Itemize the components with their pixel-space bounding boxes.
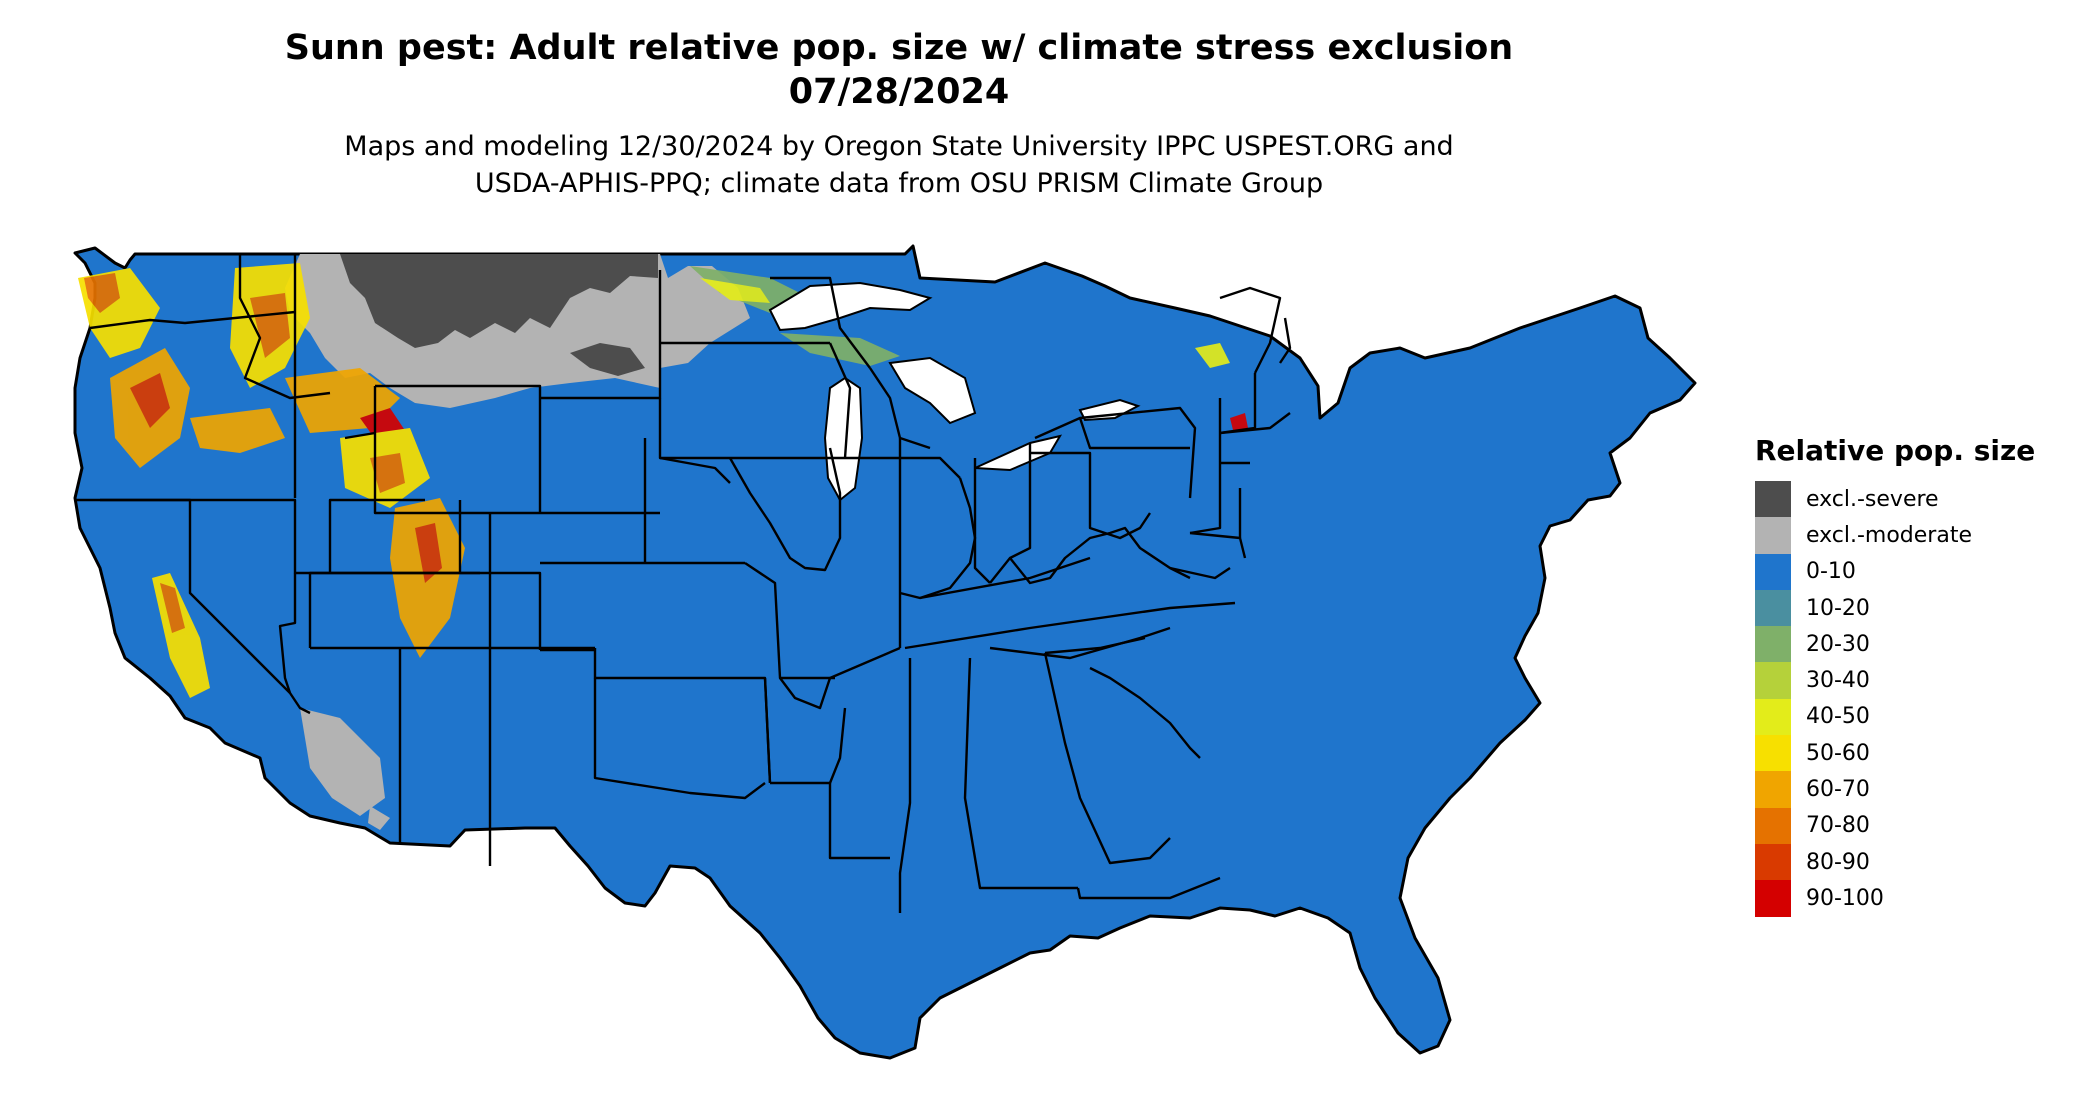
legend-label: 90-100 xyxy=(1806,885,1884,911)
lake-huron xyxy=(888,356,977,425)
legend-swatch xyxy=(1755,517,1791,554)
lake-erie xyxy=(974,434,1063,472)
legend-swatch xyxy=(1755,662,1791,699)
legend-item-10-20: 10-20 xyxy=(1755,589,2095,627)
legend-swatch xyxy=(1755,735,1791,772)
legend-label: 0-10 xyxy=(1806,559,1856,585)
legend-item-30-40: 30-40 xyxy=(1755,662,2095,699)
legend-item-20-30: 20-30 xyxy=(1755,626,2095,663)
legend-item-80-90: 80-90 xyxy=(1755,843,2095,881)
map-title: Sunn pest: Adult relative pop. size w/ c… xyxy=(284,28,1514,68)
legend: Relative pop. size excl.-severe excl.-mo… xyxy=(1755,433,2095,917)
conus-landmass xyxy=(73,244,1697,1060)
legend-item-0-10: 0-10 xyxy=(1755,553,2095,590)
legend-label: 20-30 xyxy=(1806,631,1870,657)
excl-severe-area xyxy=(340,254,658,348)
legend-swatch xyxy=(1755,698,1791,736)
legend-item-50-60: 50-60 xyxy=(1755,735,2095,772)
legend-item-excl-moderate: excl.-moderate xyxy=(1755,517,2095,554)
us-map xyxy=(73,244,1697,1060)
legend-label: 40-50 xyxy=(1806,704,1870,730)
legend-label: 60-70 xyxy=(1806,777,1870,803)
legend-swatch xyxy=(1755,771,1791,808)
legend-swatch xyxy=(1755,880,1791,917)
excl-severe-patch xyxy=(570,343,645,376)
legend-swatch xyxy=(1755,843,1791,881)
legend-item-90-100: 90-100 xyxy=(1755,880,2095,917)
legend-item-excl-severe: excl.-severe xyxy=(1755,481,2095,518)
map-date: 07/28/2024 xyxy=(788,72,1010,112)
excl-moderate-patch xyxy=(368,806,390,830)
subtitle-line-1: Maps and modeling 12/30/2024 by Oregon S… xyxy=(344,131,1454,162)
legend-item-40-50: 40-50 xyxy=(1755,698,2095,736)
legend-label: 70-80 xyxy=(1806,813,1870,839)
legend-swatch xyxy=(1755,481,1791,518)
subtitle-line-2: USDA-APHIS-PPQ; climate data from OSU PR… xyxy=(474,168,1324,199)
state-boundaries xyxy=(75,254,1292,913)
legend-swatch xyxy=(1755,553,1791,590)
legend-item-60-70: 60-70 xyxy=(1755,771,2095,808)
legend-label: 10-20 xyxy=(1806,595,1870,621)
lake-michigan xyxy=(823,376,864,502)
excl-moderate-patch xyxy=(300,708,385,816)
lake-superior xyxy=(768,281,933,332)
legend-label: excl.-severe xyxy=(1806,486,1939,512)
legend-swatch xyxy=(1755,807,1791,844)
legend-item-70-80: 70-80 xyxy=(1755,807,2095,844)
suitability-hotspots xyxy=(78,263,1248,698)
legend-label: excl.-moderate xyxy=(1806,522,1972,548)
legend-label: 80-90 xyxy=(1806,849,1870,875)
legend-label: 30-40 xyxy=(1806,668,1870,694)
legend-swatch xyxy=(1755,589,1791,627)
legend-title: Relative pop. size xyxy=(1755,434,2036,467)
legend-swatch xyxy=(1755,626,1791,663)
legend-label: 50-60 xyxy=(1806,740,1870,766)
